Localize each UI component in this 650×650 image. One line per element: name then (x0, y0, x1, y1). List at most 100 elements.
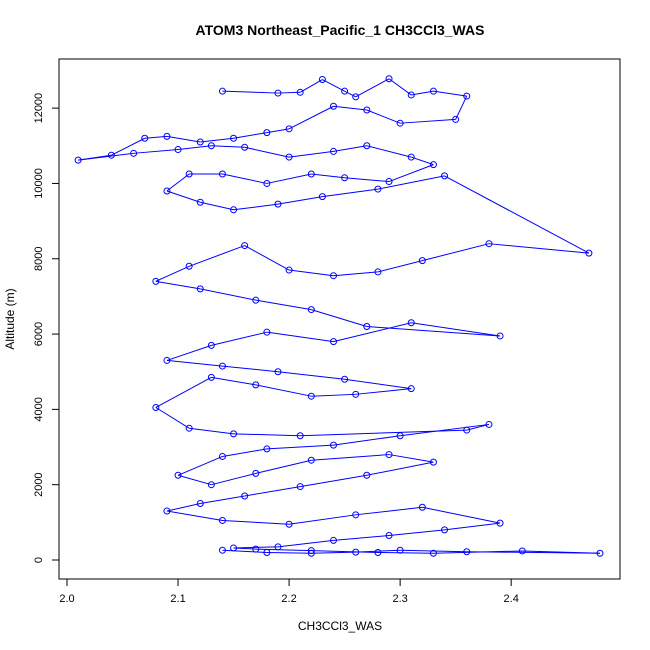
series-segment (266, 128, 290, 134)
data-point (296, 432, 304, 440)
x-tick-label: 2.3 (392, 593, 407, 605)
data-point (596, 549, 604, 557)
data-point (452, 115, 460, 123)
series-segment (233, 546, 278, 549)
series-segment (222, 519, 290, 525)
x-tick-label: 2.1 (170, 593, 185, 605)
data-point (363, 142, 371, 150)
data-point (263, 179, 271, 187)
series-segment (255, 548, 312, 552)
series-segment (277, 539, 334, 548)
series-segment (400, 118, 456, 124)
data-point (318, 193, 326, 201)
series-segment (222, 90, 278, 94)
data-point (274, 368, 282, 376)
y-tick-label: 8000 (33, 247, 45, 271)
data-point (285, 153, 293, 161)
data-point (218, 452, 226, 460)
chart-title: ATOM3 Northeast_Pacific_1 CH3CCl3_WAS (196, 22, 485, 38)
series-segment (200, 288, 256, 301)
series-segment (255, 299, 312, 311)
data-point (230, 430, 238, 438)
data-point (341, 375, 349, 383)
data-point (163, 356, 171, 364)
data-point (307, 170, 315, 178)
data-point (330, 536, 337, 544)
series-segment (166, 359, 223, 367)
data-point (429, 458, 437, 466)
series-segment (233, 132, 267, 139)
series-segment (233, 433, 301, 437)
data-point (429, 549, 437, 557)
data-point (230, 206, 238, 214)
data-point (285, 125, 293, 133)
data-point (385, 532, 393, 540)
x-axis-label: CH3CCl3_WAS (298, 619, 382, 633)
series-segment (255, 384, 312, 397)
data-point (241, 492, 249, 500)
data-point (407, 319, 415, 327)
data-point (207, 142, 215, 150)
data-point (263, 548, 271, 556)
series-segment (255, 459, 312, 474)
series-segment (377, 175, 445, 190)
series-segment (211, 145, 245, 148)
data-point (274, 200, 282, 208)
series-segment (322, 188, 378, 198)
data-point (185, 262, 193, 270)
series-segment (344, 378, 412, 390)
series-segment (344, 90, 356, 98)
series-segment (344, 177, 390, 183)
series-segment (222, 448, 267, 457)
data-point (441, 526, 449, 534)
series-segment (400, 549, 467, 553)
series-segment (377, 260, 423, 273)
series-segment (211, 331, 267, 346)
series-segment (200, 201, 234, 211)
data-point (174, 471, 182, 479)
y-tick-label: 10000 (33, 168, 45, 199)
data-point (74, 156, 82, 164)
data-point (374, 268, 382, 276)
data-point (174, 146, 182, 154)
series-segment (189, 427, 234, 435)
series-segment (244, 146, 290, 158)
data-point (163, 132, 171, 140)
data-point (230, 134, 238, 142)
series-segment (166, 510, 223, 521)
data-point (330, 102, 337, 110)
series-segment (322, 79, 345, 92)
data-point (518, 547, 526, 555)
data-point (307, 456, 315, 464)
data-point (363, 106, 371, 114)
series-segment (177, 455, 223, 476)
data-point (141, 134, 149, 142)
data-point (463, 548, 471, 556)
data-point (407, 153, 415, 161)
data-point (263, 129, 271, 137)
series-segment (177, 145, 212, 151)
data-point (218, 516, 226, 524)
series-segment (366, 145, 412, 158)
series-segment (433, 90, 467, 97)
series-segment (155, 265, 190, 282)
data-point (263, 445, 271, 453)
series-segment (333, 105, 367, 111)
series-segment (366, 326, 501, 337)
data-point (418, 503, 426, 511)
data-point (218, 362, 226, 370)
series-segment (366, 461, 434, 476)
data-point (163, 507, 171, 515)
data-point (185, 170, 193, 178)
series-segment (177, 474, 212, 486)
series-segment (422, 506, 501, 524)
data-point (385, 178, 393, 186)
series-segment (444, 175, 590, 254)
data-point (296, 88, 304, 96)
series-segment (411, 90, 434, 96)
data-point (196, 138, 204, 146)
data-point (296, 483, 304, 491)
y-tick-label: 12000 (33, 93, 45, 124)
series-segment (277, 91, 301, 94)
data-point (441, 172, 449, 180)
